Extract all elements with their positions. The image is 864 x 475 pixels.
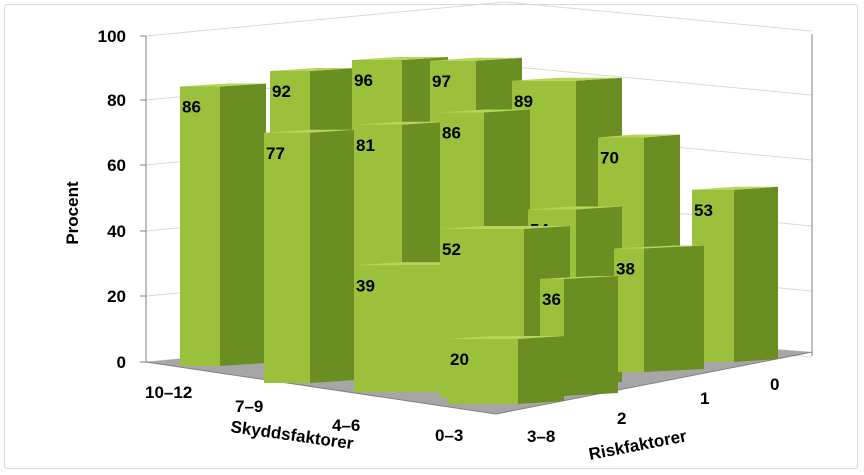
bar-value-label: 36 [542, 290, 561, 309]
bar-top-7–9|2 [614, 245, 704, 249]
bar-value-label: 20 [450, 350, 469, 369]
bar-top-0–3|2 [440, 226, 570, 229]
bar-side-10–12|1 [564, 276, 618, 396]
depth-axis-line [495, 351, 813, 415]
bar-top-0–3|1 [440, 109, 530, 113]
bar-side-7–9|2 [644, 245, 704, 372]
y-tick-label: 20 [107, 287, 126, 306]
bar-front-4–6|2 [354, 265, 446, 392]
bar-side-7–9|1 [310, 129, 356, 383]
bar-value-label: 86 [182, 98, 201, 117]
bar-front-7–9|1 [264, 132, 310, 383]
depth-axis-title: Riskfaktorer [587, 426, 688, 464]
bar-side-10–12|0 [220, 83, 266, 366]
x-axis-line [145, 361, 497, 415]
depth-tick-label: 3–8 [527, 427, 555, 446]
bar-top-0–3|3–8 [448, 336, 564, 339]
depth-tick-label: 1 [700, 389, 709, 408]
y-tick-label: 100 [98, 27, 126, 46]
bar-value-label: 92 [272, 82, 291, 101]
y-tick-label: 80 [107, 91, 126, 110]
bar-top-7–9|0 [270, 68, 356, 71]
bar-value-label: 53 [694, 201, 713, 220]
bar-value-label: 70 [600, 149, 619, 168]
bar-top-10–12|1 [540, 276, 618, 279]
bar-side-4–6|3–8 [734, 186, 778, 362]
bar-top-10–12|0 [180, 83, 266, 87]
bar-top-10–12|2 [528, 206, 622, 210]
x-tick-label: 4–6 [332, 416, 360, 435]
bar-top-4–6|1 [354, 121, 448, 125]
x-tick-label: 10–12 [145, 383, 192, 402]
bar-top-4–6|0 [352, 57, 448, 60]
x-tick-label: 7–9 [235, 397, 263, 416]
bar-top-7–9|3–8 [598, 134, 680, 138]
bar-value-label: 77 [266, 144, 285, 163]
y-tick-label: 60 [107, 156, 126, 175]
bar-top-0–3|0 [430, 57, 522, 61]
y-tick-label: 0 [117, 353, 126, 372]
bar-front-10–12|0 [180, 86, 220, 366]
bar-value-label: 97 [432, 72, 451, 91]
bar-top-4–6|3–8 [692, 186, 778, 190]
bar-value-label: 38 [616, 260, 635, 279]
gridline-100 [145, 1, 813, 37]
bar-value-label: 96 [354, 71, 373, 90]
bar-value-label: 86 [442, 124, 461, 143]
bar-top-10–12|3–8 [512, 77, 622, 81]
bar-value-label: 39 [356, 276, 375, 295]
bar-side-0–3|3–8 [518, 336, 564, 404]
bar-front-0–3|3–8 [448, 339, 518, 404]
bar-top-7–9|1 [264, 129, 356, 133]
bar-value-label: 52 [442, 240, 461, 259]
depth-tick-label: 0 [770, 375, 779, 394]
bar-value-label: 81 [356, 136, 375, 155]
y-axis-title: Procent [63, 181, 82, 245]
depth-tick-label: 2 [617, 409, 626, 428]
y-tick-label: 40 [107, 222, 126, 241]
x-tick-label: 0–3 [435, 426, 463, 445]
bar-value-label: 89 [514, 92, 533, 111]
bar-front-7–9|2 [614, 248, 644, 372]
